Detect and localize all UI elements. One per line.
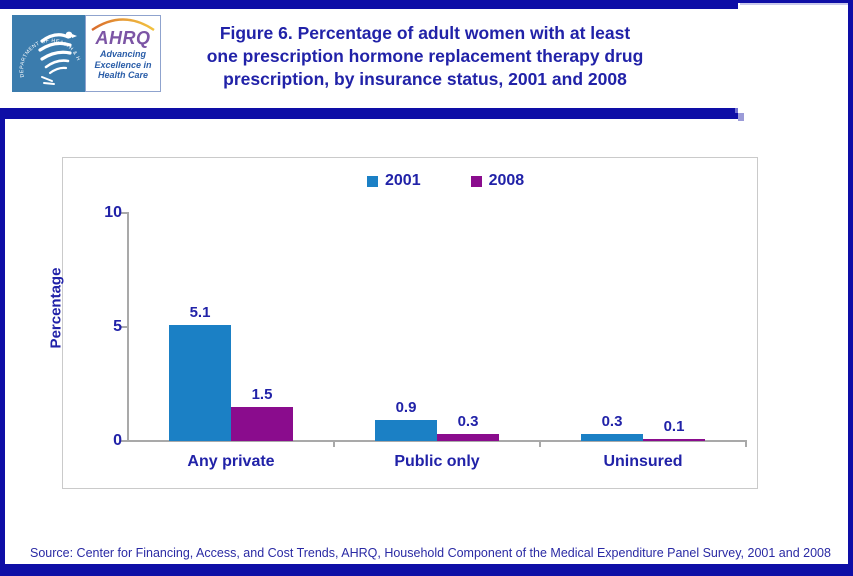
figure-title-line1: Figure 6. Percentage of adult women with… — [219, 23, 631, 43]
x-tick-2 — [539, 441, 541, 447]
value-label-2001-any-private: 5.1 — [189, 304, 211, 321]
y-tick-label-0: 0 — [113, 432, 122, 449]
bar-2001-any-private — [169, 325, 231, 441]
bar-2001-public-only — [375, 420, 437, 441]
frame-right-border — [848, 0, 853, 576]
hhs-logo: DEPARTMENT OF HEALTH & HUMAN SERVICES · … — [10, 11, 85, 92]
bar-2008-public-only — [437, 434, 499, 441]
ahrq-tagline-line1: Advancing — [99, 49, 146, 59]
frame-bottom-bar — [0, 564, 853, 576]
header-divider-cap — [735, 108, 738, 113]
y-tick-0 — [120, 440, 127, 442]
ahrq-logo: AHRQ Advancing Excellence in Health Care — [85, 15, 161, 92]
header-divider-shadow — [738, 113, 744, 121]
legend-swatch-2008 — [470, 175, 482, 187]
frame-left-border — [0, 108, 5, 576]
legend-label-2001: 2001 — [385, 172, 421, 189]
category-label-uninsured: Uninsured — [603, 453, 683, 470]
frame-top-line-shadow — [740, 3, 853, 5]
bar-2001-uninsured — [581, 434, 643, 441]
ahrq-tagline-line2: Excellence in — [94, 59, 152, 70]
x-tick-3 — [745, 441, 747, 447]
ahrq-tagline-line3: Health Care — [97, 70, 148, 80]
bar-2008-any-private — [231, 407, 293, 441]
value-label-2008-uninsured: 0.1 — [663, 418, 685, 435]
ahrq-tagline: Advancing Excellence in Health Care — [94, 49, 151, 81]
frame-top-line — [738, 0, 853, 3]
y-tick-10 — [120, 212, 127, 214]
category-label-public-only: Public only — [394, 453, 480, 470]
value-label-2001-public-only: 0.9 — [395, 399, 417, 416]
x-axis-line — [127, 440, 747, 442]
frame-top-bar — [0, 0, 738, 9]
header-divider-bar — [0, 108, 738, 119]
figure-title-line2: one prescription hormone replacement the… — [206, 46, 644, 66]
source-note: Source: Center for Financing, Access, an… — [30, 546, 831, 560]
legend-item-2008: 2008 — [470, 172, 525, 190]
legend-swatch-2001 — [367, 175, 378, 187]
value-label-2008-public-only: 0.3 — [457, 413, 479, 430]
figure-title: Figure 6. Percentage of adult women with… — [190, 22, 660, 91]
ahrq-rainbow-arc-icon — [91, 18, 155, 31]
legend-label-2008: 2008 — [488, 172, 525, 189]
y-tick-label-10: 10 — [104, 204, 122, 221]
value-label-2008-any-private: 1.5 — [251, 386, 273, 403]
y-axis-line — [127, 212, 129, 442]
chart-legend: 2001 2008 — [367, 172, 524, 190]
agency-logos: DEPARTMENT OF HEALTH & HUMAN SERVICES · … — [10, 11, 161, 92]
value-label-2001-uninsured: 0.3 — [601, 413, 623, 430]
x-tick-1 — [333, 441, 335, 447]
ahrq-wordmark: AHRQ — [95, 28, 151, 48]
legend-item-2001: 2001 — [367, 172, 421, 190]
figure-title-line3: prescription, by insurance status, 2001 … — [223, 69, 627, 89]
y-tick-label-5: 5 — [113, 318, 122, 335]
y-tick-5 — [120, 326, 127, 328]
bar-2008-uninsured — [643, 439, 705, 441]
category-label-any-private: Any private — [187, 453, 275, 470]
y-axis-title: Percentage — [47, 267, 65, 349]
hhs-eagle-icon: DEPARTMENT OF HEALTH & HUMAN SERVICES · … — [10, 11, 81, 85]
